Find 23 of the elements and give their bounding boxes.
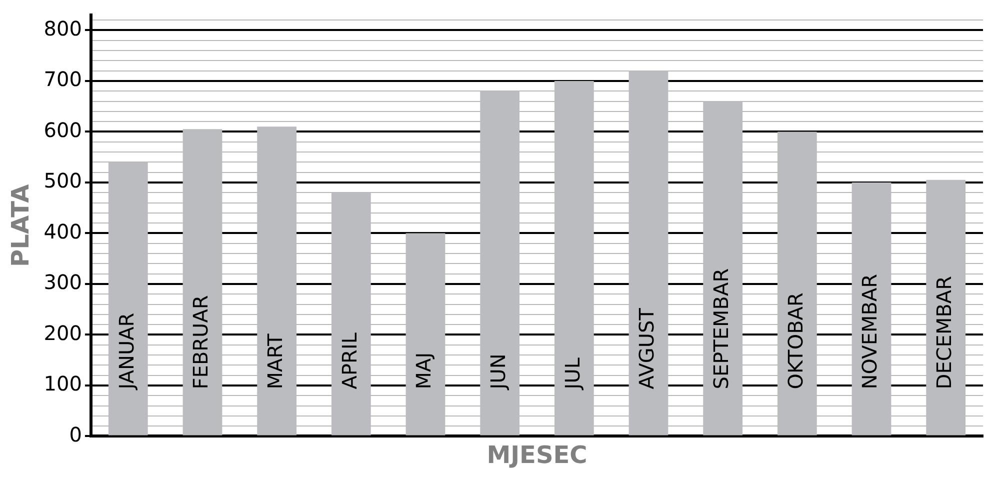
x-tick-label: JUN	[486, 354, 510, 392]
x-tick-label: OKTOBAR	[783, 292, 808, 390]
x-tick-label: JUL	[560, 356, 584, 392]
y-tick-label: 700	[44, 67, 82, 92]
y-tick-label: 200	[44, 320, 82, 345]
x-axis-title: MJESEC	[486, 440, 588, 469]
x-tick-label: SEPTEMBAR	[709, 268, 734, 390]
x-tick-label: MART	[263, 332, 288, 390]
y-tick-label: 500	[44, 168, 82, 193]
y-tick-label: 300	[44, 270, 82, 294]
x-tick-label: JANUAR	[114, 312, 138, 392]
x-tick-label: AVGUST	[634, 307, 659, 390]
y-tick-label: 400	[44, 219, 82, 244]
y-tick-label: 100	[44, 372, 82, 396]
y-tick-label: 600	[44, 118, 82, 142]
y-tick-label: 0	[69, 422, 82, 446]
y-tick-label: 800	[44, 16, 82, 40]
y-axis-title: PLATA	[6, 184, 35, 267]
x-tick-label: NOVEMBAR	[858, 274, 882, 390]
x-tick-label: DECEMBAR	[932, 276, 956, 390]
x-tick-label: MAJ	[412, 352, 436, 390]
x-tick-label: FEBRUAR	[188, 295, 213, 390]
x-tick-label: APRIL	[337, 332, 362, 390]
